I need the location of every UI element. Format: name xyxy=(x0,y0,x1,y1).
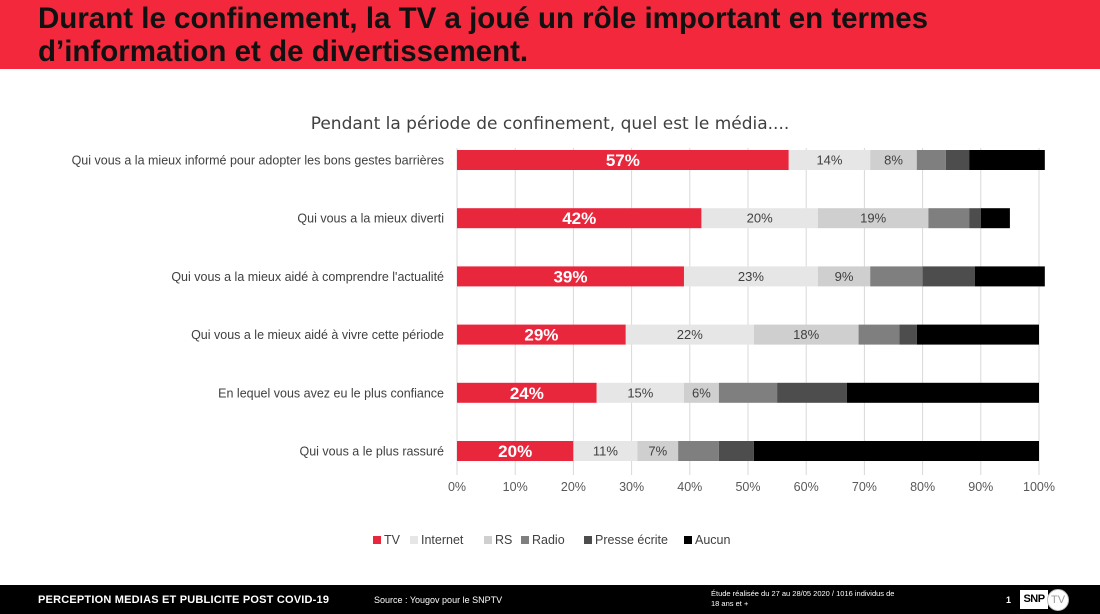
bar-segment xyxy=(678,441,719,461)
bar-segment xyxy=(928,208,970,229)
chart-title: Pendant la période de confinement, quel … xyxy=(310,114,790,134)
stacked-bar-chart: 0% 10% 20% 30% 40% 50% 60% 70% 80% 90% 100% Qui vou… xyxy=(72,148,1055,547)
data-label: 29% xyxy=(524,326,558,345)
data-label: 20% xyxy=(498,442,532,461)
bar-segment xyxy=(858,324,900,345)
x-tick-label: 60% xyxy=(794,480,819,494)
legend-swatch xyxy=(373,536,381,544)
bar-segment xyxy=(969,150,1045,170)
page-title: Durant le confinement, la TV a joué un r… xyxy=(38,2,929,68)
data-label: 9% xyxy=(835,269,854,284)
x-tick-label: 30% xyxy=(619,480,644,494)
footer-title: PERCEPTION MEDIAS ET PUBLICITE POST COVI… xyxy=(38,594,330,606)
x-tick-label: 40% xyxy=(677,480,702,494)
bar-segment xyxy=(457,266,684,287)
footer-study-line1: Étude réalisée du 27 au 28/05 2020 / 101… xyxy=(711,589,895,598)
bar-segment xyxy=(625,324,754,345)
data-label: 20% xyxy=(747,211,773,226)
data-label: 39% xyxy=(553,267,587,286)
bar-segment xyxy=(718,382,778,403)
x-tick-label: 70% xyxy=(852,480,877,494)
bar-segment xyxy=(870,150,917,170)
data-label: 42% xyxy=(562,209,596,228)
x-tick-label: 80% xyxy=(910,480,935,494)
bar-segment xyxy=(969,208,981,229)
legend-swatch xyxy=(584,536,592,544)
bar-segment xyxy=(457,382,597,403)
bar-segment xyxy=(817,208,929,229)
category-label: Qui vous a le plus rassuré xyxy=(299,445,444,459)
legend-swatch xyxy=(521,536,529,544)
data-label: 18% xyxy=(793,327,819,342)
data-label: 6% xyxy=(692,385,711,400)
footer-study-note: Étude réalisée du 27 au 28/05 2020 / 101… xyxy=(711,589,951,609)
data-label: 22% xyxy=(677,327,703,342)
bar-segment xyxy=(945,150,970,170)
bar-segment xyxy=(788,150,871,170)
category-label: En lequel vous avez eu le plus confiance xyxy=(218,386,444,400)
logo-tv-circle: TV xyxy=(1047,589,1069,611)
legend-swatch xyxy=(410,536,418,544)
x-tick-label: 90% xyxy=(968,480,993,494)
bar-segment xyxy=(846,382,1039,403)
legend-label: Internet xyxy=(421,533,464,547)
x-tick-label: 50% xyxy=(735,480,760,494)
bar-segment xyxy=(922,266,975,287)
bar-segment xyxy=(777,382,847,403)
bar-segment xyxy=(718,441,754,461)
bar-segment xyxy=(974,266,1045,287)
x-tick-label: 0% xyxy=(448,480,466,494)
bar-segment xyxy=(637,441,679,461)
data-label: 19% xyxy=(860,211,886,226)
bar-segment xyxy=(457,150,789,170)
legend-swatch xyxy=(484,536,492,544)
x-tick-label: 20% xyxy=(561,480,586,494)
x-tick-label: 100% xyxy=(1023,480,1055,494)
bar-segment xyxy=(980,208,1010,229)
legend-swatch xyxy=(684,536,692,544)
bar-segment xyxy=(817,266,871,287)
legend-label: Aucun xyxy=(695,533,730,547)
bar-segment xyxy=(753,441,1039,461)
category-label: Qui vous a la mieux aidé à comprendre l'… xyxy=(171,270,444,284)
legend-label: RS xyxy=(495,533,512,547)
legend-label: Radio xyxy=(532,533,565,547)
data-label: 15% xyxy=(627,385,653,400)
data-label: 57% xyxy=(606,151,640,170)
category-label: Qui vous a la mieux informé pour adopter… xyxy=(72,154,444,168)
footer-source: Source : Yougov pour le SNPTV xyxy=(374,595,503,605)
legend-label: Presse écrite xyxy=(595,533,668,547)
bar-segment xyxy=(573,441,638,461)
data-label: 8% xyxy=(884,153,903,168)
footer-study-line2: 18 ans et + xyxy=(711,599,749,608)
bar-segment xyxy=(457,208,702,229)
data-label: 24% xyxy=(510,384,544,403)
bar-segment xyxy=(870,266,923,287)
page-number: 1 xyxy=(1006,595,1012,605)
data-label: 11% xyxy=(593,444,618,459)
bar-segment xyxy=(916,324,1039,345)
footer-bar: PERCEPTION MEDIAS ET PUBLICITE POST COVI… xyxy=(0,585,1100,614)
data-label: 14% xyxy=(816,153,842,168)
category-label: Qui vous a la mieux diverti xyxy=(297,212,444,226)
bar-segment xyxy=(457,324,626,345)
snptv-logo: SNP TV xyxy=(1020,589,1069,611)
bar-segment xyxy=(457,441,574,461)
data-label: 7% xyxy=(648,444,667,459)
header-banner: Durant le confinement, la TV a joué un r… xyxy=(0,0,1100,69)
bar-segment xyxy=(596,382,684,403)
bar-segment xyxy=(683,266,818,287)
legend-label: TV xyxy=(384,533,401,547)
bar-segment xyxy=(916,150,946,170)
bar-segment xyxy=(683,382,719,403)
category-label: Qui vous a le mieux aidé à vivre cette p… xyxy=(191,328,444,342)
data-label: 23% xyxy=(738,269,764,284)
bar-segment xyxy=(899,324,917,345)
logo-text: SNP xyxy=(1020,590,1048,609)
bar-segment xyxy=(753,324,859,345)
x-tick-label: 10% xyxy=(503,480,528,494)
bar-segment xyxy=(701,208,818,229)
